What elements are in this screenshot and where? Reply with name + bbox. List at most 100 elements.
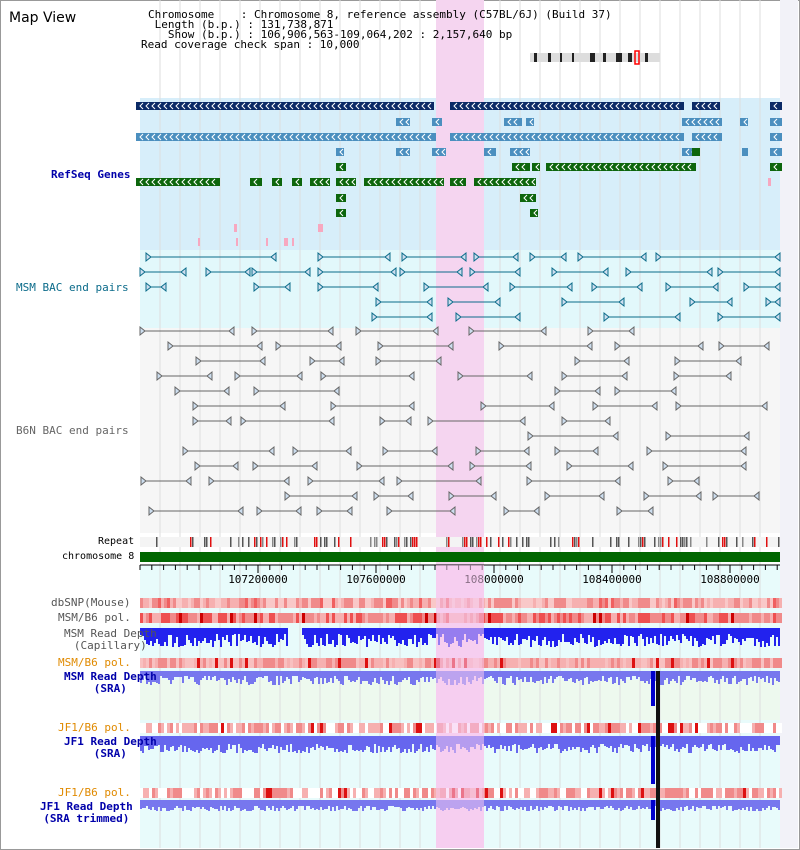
msm-b6-pol-cell	[236, 613, 239, 623]
gene-arrow	[519, 148, 524, 156]
msm-depth-capillary-bar	[732, 628, 734, 643]
gene-arrow	[397, 178, 402, 186]
msm-depth-sra-bar	[600, 671, 602, 681]
jf1-depth-trimmed-bar	[148, 800, 150, 809]
jf1-b6-pol-cell	[566, 723, 569, 733]
msm-depth-sra-bar	[592, 671, 594, 682]
dbsnp-cell	[281, 598, 284, 608]
b6n-bac-pair-end	[647, 505, 654, 517]
jf1-b6-pol2-cell	[779, 788, 782, 798]
msm-depth-sra-bar	[522, 671, 524, 682]
refseq-gene-navy	[450, 102, 684, 110]
jf1-depth-trimmed-bar	[270, 800, 272, 810]
gene-arrow	[169, 102, 174, 110]
msm-depth-sra-bar	[666, 671, 668, 678]
gene-arrow	[397, 102, 402, 110]
msm-b6-pol-cell	[587, 613, 590, 623]
msm-b6-pol2-cell	[278, 658, 281, 668]
msm-depth-capillary-bar	[520, 628, 522, 644]
jf1-depth-sra-bar	[488, 736, 490, 745]
track-label-refseq[interactable]: RefSeq Genes	[51, 168, 131, 181]
dbsnp-cell	[737, 598, 740, 608]
msm-depth-sra-bar	[420, 671, 422, 678]
jf1-depth-sra-bar	[560, 736, 562, 753]
msm-b6-pol-cell	[170, 613, 173, 623]
b6n-bac-pair-end	[627, 460, 634, 472]
track-label-b6n-bac[interactable]: B6N BAC end pairs	[16, 424, 129, 437]
jf1-depth-sra-bar	[718, 736, 720, 745]
dbsnp-cell	[734, 598, 737, 608]
jf1-depth-trimmed-bar	[374, 800, 376, 807]
gene-arrow	[681, 163, 686, 171]
msm-b6-pol2-cell	[305, 658, 308, 668]
msm-bac-pair-end	[473, 251, 480, 263]
gene-arrow	[379, 102, 384, 110]
track-label-jf1-depth-sra[interactable]: JF1 Read Depth (SRA)	[64, 736, 157, 760]
msm-depth-sra-bar	[392, 671, 394, 676]
b6n-bac-pair-end	[673, 370, 680, 382]
jf1-b6-pol-cell	[152, 723, 155, 733]
msm-depth-capillary-bar	[510, 628, 512, 643]
msm-depth-sra-bar	[330, 671, 332, 678]
msm-b6-pol2-cell	[698, 658, 701, 668]
b6n-bac-pair-end	[140, 475, 147, 487]
msm-b6-pol-cell	[344, 613, 347, 623]
gene-arrow	[331, 133, 336, 141]
jf1-depth-sra-bar	[366, 736, 368, 746]
jf1-b6-pol-cell	[728, 723, 731, 733]
msm-depth-sra-bar	[384, 671, 386, 684]
repeat-element	[416, 537, 418, 547]
msm-b6-pol2-cell	[362, 658, 365, 668]
gene-arrow	[355, 133, 360, 141]
msm-b6-pol-cell	[713, 613, 716, 623]
track-label-dbsnp[interactable]: dbSNP(Mouse)	[51, 596, 131, 609]
track-label-repeat[interactable]: Repeat	[98, 536, 135, 547]
b6n-bac-pair-end	[408, 400, 415, 412]
track-label-msm-b6-pol-2[interactable]: MSM/B6 pol.	[58, 656, 131, 669]
msm-bac-pair-end	[180, 266, 187, 278]
jf1-b6-pol-cell	[371, 723, 374, 733]
dbsnp-cell	[335, 598, 338, 608]
jf1-depth-sra-bar	[386, 736, 388, 750]
jf1-depth-trimmed-bar	[498, 800, 500, 807]
msm-b6-pol-cell	[293, 613, 296, 623]
dbsnp-cell	[269, 598, 272, 608]
refseq-gene-green	[336, 194, 346, 202]
msm-b6-pol-cell	[494, 613, 497, 623]
repeat-element	[204, 537, 206, 547]
track-label-jf1-b6-pol-2[interactable]: JF1/B6 pol.	[58, 786, 131, 799]
gene-arrow	[253, 178, 258, 186]
gene-arrow	[301, 133, 306, 141]
jf1-b6-pol2-cell	[200, 788, 203, 798]
refseq-gene-navy	[770, 102, 782, 110]
jf1-depth-sra-bar	[730, 736, 732, 749]
msm-b6-pol-cell	[260, 613, 263, 623]
track-label-msm-depth-capillary[interactable]: MSM Read Depth (Capillary)	[64, 628, 157, 652]
jf1-b6-pol-cell	[164, 723, 167, 733]
jf1-depth-trimmed-bar	[494, 800, 496, 810]
dbsnp-cell	[662, 598, 665, 608]
msm-depth-capillary-bar	[160, 628, 162, 646]
jf1-depth-sra-bar	[402, 736, 404, 752]
jf1-depth-sra-bar	[536, 736, 538, 753]
b6n-bac-pair-end	[763, 340, 770, 352]
track-label-msm-depth-sra[interactable]: MSM Read Depth (SRA)	[64, 671, 157, 695]
jf1-b6-pol-cell	[248, 723, 251, 733]
msm-b6-pol2-cell	[323, 658, 326, 668]
jf1-b6-pol2-cell	[293, 788, 296, 798]
gene-arrow	[187, 178, 192, 186]
gene-arrow	[707, 133, 712, 141]
jf1-depth-sra-bar	[522, 736, 524, 750]
jf1-b6-pol2-cell	[545, 788, 548, 798]
track-label-jf1-depth-trimmed[interactable]: JF1 Read Depth (SRA trimmed)	[40, 801, 133, 825]
track-label-msm-b6-pol-1[interactable]: MSM/B6 pol.	[58, 611, 131, 624]
msm-b6-pol-cell	[653, 613, 656, 623]
gene-arrow	[525, 102, 530, 110]
dbsnp-cell	[341, 598, 344, 608]
msm-depth-capillary-bar	[580, 628, 582, 634]
track-label-jf1-b6-pol-1[interactable]: JF1/B6 pol.	[58, 721, 131, 734]
msm-depth-capillary-bar	[222, 628, 224, 637]
gene-arrow	[773, 102, 778, 110]
msm-b6-pol-cell	[167, 613, 170, 623]
track-label-msm-bac[interactable]: MSM BAC end pairs	[16, 281, 129, 294]
